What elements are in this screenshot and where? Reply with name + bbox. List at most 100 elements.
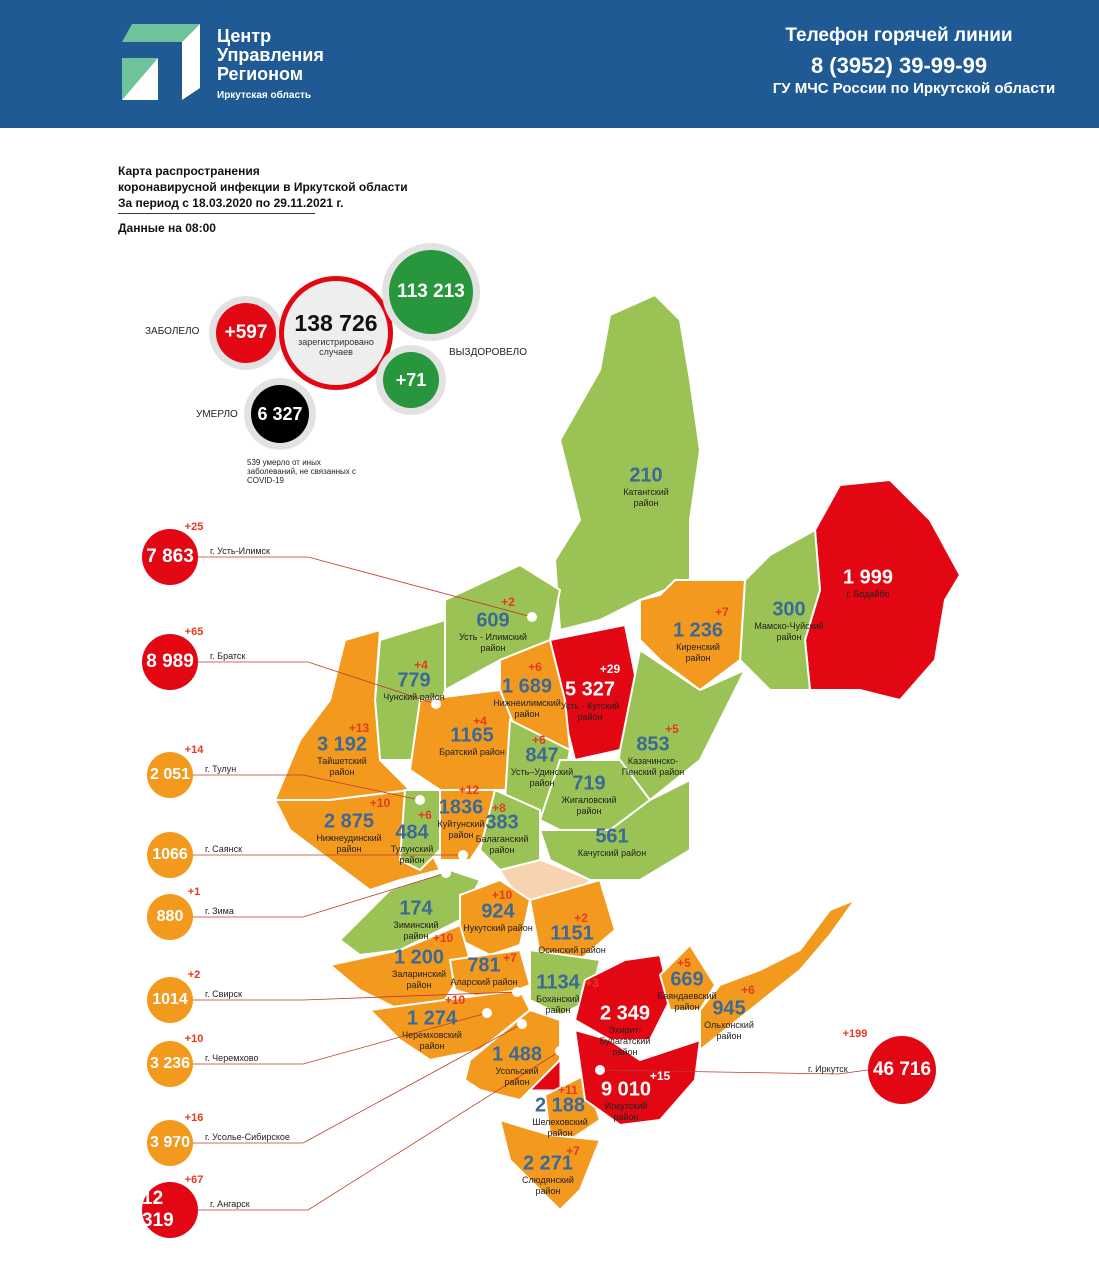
region-shape[interactable] [639, 579, 747, 692]
region-value: 719 [572, 772, 606, 795]
region-delta: +11 [558, 1083, 578, 1097]
city-delta: +14 [184, 744, 204, 756]
city-delta: +2 [187, 969, 201, 981]
died-total: 6 327 [257, 403, 303, 424]
region-name: Усть - Илимский район [459, 632, 527, 653]
city-value-circle: 7 863 [142, 529, 198, 585]
region-shape[interactable] [398, 789, 441, 872]
city-leader-line [198, 556, 533, 618]
city-marker[interactable] [555, 1046, 565, 1056]
region-delta: +7 [566, 1144, 580, 1158]
region-name: Нижнеудинский район [316, 833, 382, 854]
region-value: 383 [485, 811, 519, 834]
recovered-delta: +71 [395, 369, 427, 390]
map-title: Карта распространения коронавирусной инф… [118, 163, 408, 211]
city-marker[interactable] [595, 1065, 605, 1075]
recovered-circle: 113 213 [389, 250, 473, 334]
region-shape[interactable] [273, 788, 442, 892]
region-shape[interactable] [478, 788, 541, 872]
region-shape[interactable] [573, 1028, 702, 1127]
city-name: г. Саянск [205, 844, 243, 854]
region-name: Усольский район [495, 1066, 539, 1087]
region-name: Киренский район [676, 642, 720, 663]
region-shape[interactable] [528, 878, 617, 962]
region-delta: +4 [473, 714, 487, 728]
region-name: Жигаловский район [561, 795, 617, 816]
region-delta: +15 [649, 1069, 671, 1083]
region-value: 300 [772, 598, 806, 621]
region-value: 561 [595, 825, 629, 848]
city-marker[interactable] [441, 868, 451, 878]
region-name: Нижнеилимский район [493, 698, 561, 719]
region-value: 2 349 [599, 1002, 651, 1025]
region-name: Качугский район [577, 848, 647, 858]
city-name: г. Усть-Илимск [210, 546, 270, 556]
region-shape[interactable] [613, 648, 748, 802]
city-value-circle: 1014 [147, 977, 193, 1023]
region-value: 9 010 [600, 1078, 652, 1101]
region-value: 609 [476, 609, 510, 632]
region-value: 1836 [438, 796, 484, 819]
city-name: г. Иркутск [808, 1064, 848, 1074]
region-name: Тайшетский район [317, 756, 367, 777]
region-delta: +10 [432, 931, 454, 945]
region-name: г. Бодайбо [846, 589, 890, 599]
total-cases: 138 726 [294, 309, 378, 336]
city-value-circle: 3 236 [147, 1041, 193, 1087]
title-line: Карта распространения [118, 164, 260, 178]
total-circle: 138 726 зарегистрировано случаев [279, 276, 393, 390]
city-name: г. Братск [210, 651, 246, 661]
title-line: коронавирусной инфекции в Иркутской обла… [118, 180, 408, 194]
city-marker[interactable] [431, 699, 441, 709]
region-name: Усть–Удинский район [510, 767, 574, 788]
title-divider [118, 213, 315, 214]
region-value: 847 [525, 744, 559, 767]
city-marker[interactable] [527, 612, 537, 622]
city-marker[interactable] [517, 1019, 527, 1029]
region-delta: +6 [528, 660, 542, 674]
recovered-total: 113 213 [397, 281, 465, 302]
recovered-label: ВЫЗДОРОВЕЛО [449, 347, 528, 358]
data-time: Данные на 08:00 [118, 221, 216, 235]
city-name: г. Ангарск [210, 1199, 250, 1209]
city-marker[interactable] [458, 850, 468, 860]
city-name: г. Зима [205, 906, 234, 916]
recovered-delta-circle: +71 [383, 352, 439, 408]
region-name: Черемховский район [402, 1030, 462, 1051]
region-value: 924 [481, 900, 515, 923]
region-shape[interactable] [573, 953, 672, 1041]
region-name: Казачинско-Пенский район [621, 756, 685, 777]
city-name: г. Усолье-Сибирское [205, 1132, 290, 1142]
region-value: 1134 [536, 971, 580, 994]
region-name: Боханский район [536, 994, 580, 1015]
region-name: Ольхонский район [704, 1020, 754, 1041]
total-caption: зарегистрировано случаев [298, 336, 374, 357]
region-delta: +3 [585, 976, 599, 990]
region-shape[interactable] [699, 897, 858, 1053]
region-shape[interactable] [538, 778, 691, 881]
logo-line: Управления [217, 45, 324, 65]
city-marker[interactable] [512, 987, 522, 997]
city-marker[interactable] [415, 795, 425, 805]
region-value: 2 875 [323, 810, 375, 833]
region-name: Чунский район [383, 692, 445, 702]
hotline-phone[interactable]: 8 (3952) 39-99-99 [810, 53, 988, 78]
region-name: Аларский район [450, 977, 518, 987]
region-shape[interactable] [658, 943, 717, 1011]
logo-text: Центр Управления Регионом [217, 27, 324, 84]
region-shape[interactable] [498, 1118, 602, 1212]
city-delta: +67 [184, 1174, 204, 1186]
died-label: УМЕРЛО [196, 409, 238, 420]
region-shape[interactable] [463, 1008, 561, 1102]
region-shape[interactable] [738, 528, 822, 691]
region-delta: +13 [348, 721, 370, 735]
city-marker[interactable] [482, 1008, 492, 1018]
city-value-circle: 12 319 [142, 1182, 198, 1238]
region-delta: +10 [444, 993, 466, 1007]
region-name: Нукутский район [463, 923, 533, 933]
region-name: Эхирит-Булагатский район [599, 1025, 651, 1057]
city-value-circle: 2 051 [147, 752, 193, 798]
died-circle: 6 327 [251, 385, 309, 443]
region-name: Катангский район [623, 487, 669, 508]
region-value: 210 [629, 464, 663, 487]
